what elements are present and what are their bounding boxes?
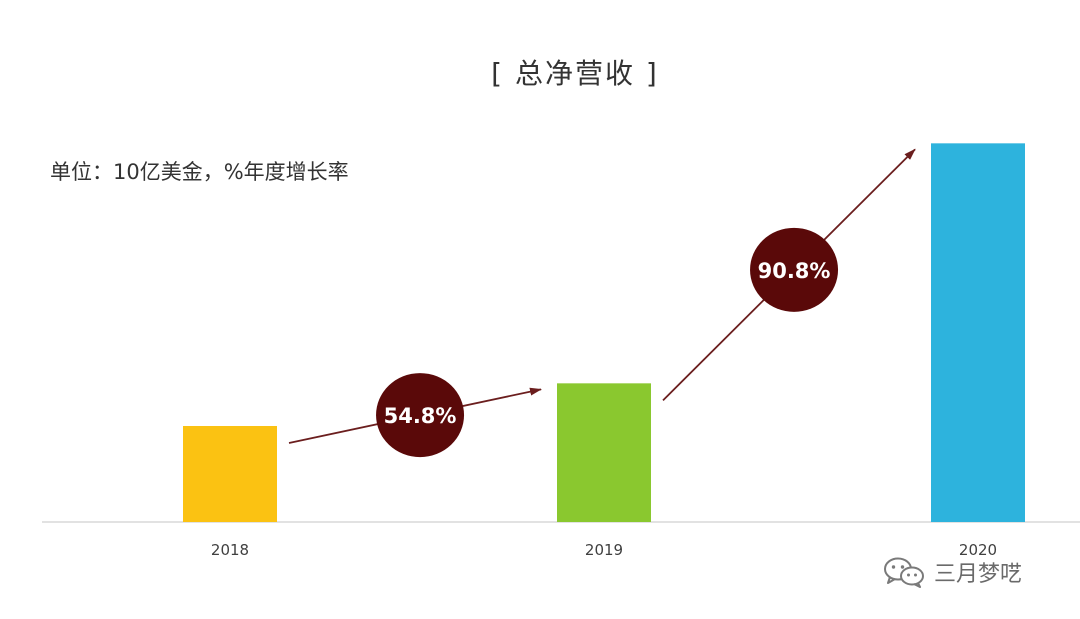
wechat-icon [884,557,924,588]
bar-2020 [931,143,1025,523]
growth-label-2: 90.8% [758,259,831,283]
x-tick-label-2018: 2018 [211,541,249,559]
growth-badge-2 [750,227,839,312]
watermark-text: 三月梦呓 [934,562,1023,587]
x-tick-label-2019: 2019 [585,541,623,559]
unit-note: 单位：10亿美金，%年度增长率 [50,160,349,184]
growth-label-1: 54.8% [384,404,457,428]
growth-badge-1 [376,373,465,458]
x-tick-label-2020: 2020 [959,541,997,559]
watermark: 三月梦呓 [882,556,1022,588]
bar-2018 [183,426,277,522]
chart-title: [ 总净营收 ] [491,57,659,90]
bar-2019 [557,383,651,522]
